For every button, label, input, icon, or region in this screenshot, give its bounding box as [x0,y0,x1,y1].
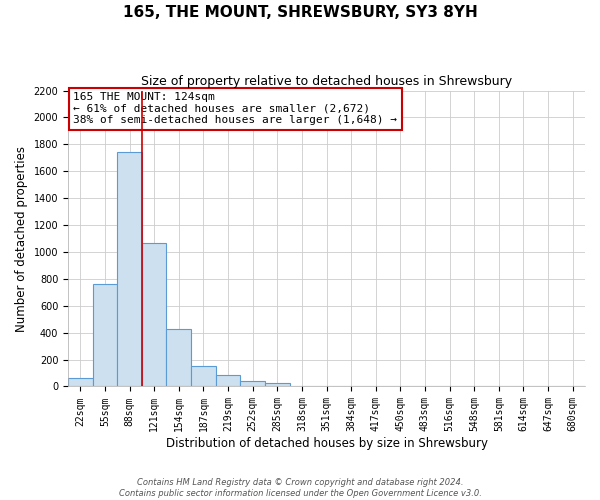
Bar [92,284,117,386]
Bar [241,381,265,386]
Text: 165, THE MOUNT, SHREWSBURY, SY3 8YH: 165, THE MOUNT, SHREWSBURY, SY3 8YH [122,5,478,20]
X-axis label: Distribution of detached houses by size in Shrewsbury: Distribution of detached houses by size … [166,437,488,450]
Bar [142,242,166,386]
Bar [68,378,92,386]
Y-axis label: Number of detached properties: Number of detached properties [15,146,28,332]
Bar [216,375,241,386]
Title: Size of property relative to detached houses in Shrewsbury: Size of property relative to detached ho… [141,75,512,88]
Text: Contains HM Land Registry data © Crown copyright and database right 2024.
Contai: Contains HM Land Registry data © Crown c… [119,478,481,498]
Bar [117,152,142,386]
Bar [166,328,191,386]
Text: 165 THE MOUNT: 124sqm
← 61% of detached houses are smaller (2,672)
38% of semi-d: 165 THE MOUNT: 124sqm ← 61% of detached … [73,92,397,125]
Bar [265,382,290,386]
Bar [191,366,216,386]
